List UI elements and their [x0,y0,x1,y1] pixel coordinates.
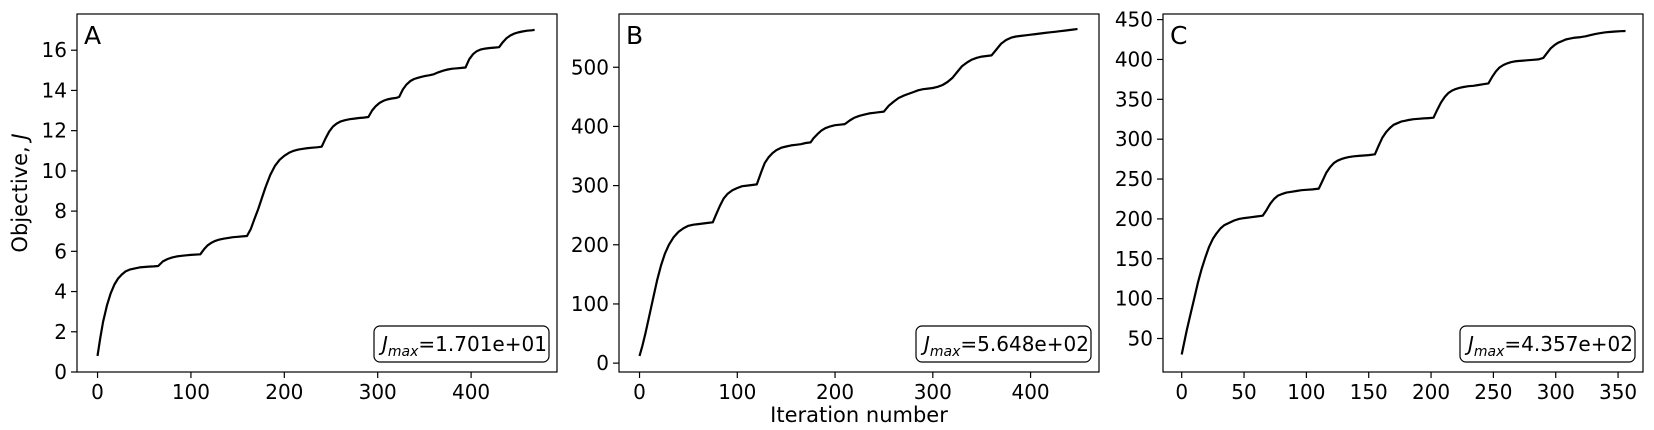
y-tick-label: 4 [54,280,67,304]
y-tick-label: 300 [1115,127,1153,151]
y-tick-label: 16 [42,38,67,62]
jmax-subscript: max [1474,344,1505,360]
jmax-annotation: Jmax=1.701e+01 [373,325,550,363]
x-tick-label: 400 [452,380,490,404]
y-tick-label: 100 [1115,287,1153,311]
panel-letter: C [1170,21,1187,50]
objective-curve [638,27,1078,357]
axis-ticks: 0 100 200 300 400 0 100 200 300 400 500 [571,55,1050,404]
panel-letter: B [626,21,643,50]
x-tick-label: 100 [172,380,210,404]
x-tick-label: 200 [265,380,303,404]
x-tick-label: 0 [633,380,646,404]
objective-curve [1180,29,1626,355]
jmax-symbol: J [378,332,388,356]
jmax-subscript: max [930,344,961,360]
y-tick-label: 100 [571,292,609,316]
jmax-symbol: J [1464,332,1474,356]
y-tick-label: 12 [42,119,67,143]
y-tick-label: 0 [596,351,609,375]
plot-frame [76,13,558,373]
y-axis-label: Objective, J [8,133,32,252]
x-tick-label: 200 [1412,380,1450,404]
y-tick-label: 300 [571,174,609,198]
jmax-annotation: Jmax=4.357e+02 [1459,325,1636,363]
annotation-text: Jmax=1.701e+01 [378,332,547,360]
y-tick-label: 350 [1115,87,1153,111]
panel-letter: A [84,21,101,50]
jmax-value: =5.648e+02 [960,332,1089,356]
y-tick-label: 200 [571,233,609,257]
x-axis-label: Iteration number [770,403,948,427]
annotation-box [915,325,1092,363]
annotation-box [373,325,550,363]
x-tick-label: 300 [1537,380,1575,404]
y-tick-label: 150 [1115,247,1153,271]
annotation-text: Jmax=4.357e+02 [1464,332,1633,360]
y-tick-label: 500 [571,55,609,79]
objective-curve [96,28,535,357]
x-tick-label: 0 [1175,380,1188,404]
jmax-subscript: max [388,344,419,360]
panel-c: 0 50 100 150 200 250 300 350 50 100 150 200 250 300 35… [1115,8,1644,404]
y-tick-label: 0 [54,360,67,384]
axis-ticks: 0 100 200 300 400 0 2 4 6 8 10 12 14 16 [42,38,491,404]
jmax-value: =1.701e+01 [418,332,547,356]
x-tick-label: 350 [1599,380,1637,404]
y-tick-label: 14 [42,78,67,102]
y-tick-label: 8 [54,199,67,223]
x-tick-label: 300 [914,380,952,404]
jmax-value: =4.357e+02 [1504,332,1633,356]
x-tick-label: 400 [1011,380,1049,404]
x-tick-label: 300 [359,380,397,404]
y-tick-label: 450 [1115,8,1153,32]
x-tick-label: 200 [816,380,854,404]
x-tick-label: 150 [1350,380,1388,404]
x-tick-label: 250 [1474,380,1512,404]
jmax-symbol: J [920,332,930,356]
y-tick-label: 200 [1115,207,1153,231]
axis-ticks: 0 50 100 150 200 250 300 350 50 100 150 200 250 300 35… [1115,8,1637,404]
panel-a: 0 100 200 300 400 0 2 4 6 8 10 12 14 16 A Jmax=1.701e… [8,13,558,404]
y-tick-label: 400 [1115,47,1153,71]
x-tick-label: 50 [1231,380,1256,404]
panel-b: 0 100 200 300 400 0 100 200 300 400 500 B Jmax=5.6… [571,13,1100,427]
y-tick-label: 50 [1128,327,1153,351]
x-tick-label: 100 [718,380,756,404]
jmax-annotation: Jmax=5.648e+02 [915,325,1092,363]
annotation-text: Jmax=5.648e+02 [920,332,1089,360]
annotation-box [1459,325,1636,363]
y-tick-label: 400 [571,114,609,138]
x-tick-label: 0 [91,380,104,404]
x-tick-label: 100 [1287,380,1325,404]
y-tick-label: 2 [54,320,67,344]
y-tick-label: 250 [1115,167,1153,191]
y-tick-label: 10 [42,159,67,183]
plot-frame [1162,13,1644,373]
plot-frame [618,13,1100,373]
y-tick-label: 6 [54,239,67,263]
